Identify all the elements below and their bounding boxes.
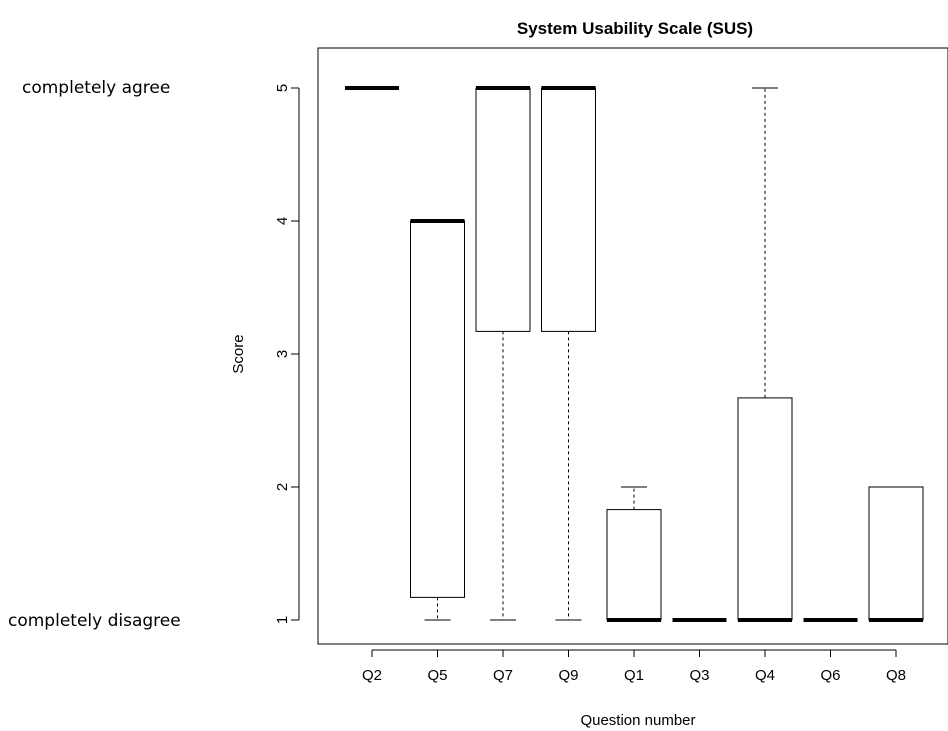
chart-title: System Usability Scale (SUS) xyxy=(517,19,753,38)
annotation-completely-agree: completely agree xyxy=(22,78,170,98)
iqr-box xyxy=(868,486,924,621)
boxes-group xyxy=(345,86,924,622)
y-tick-label: 5 xyxy=(274,84,291,92)
iqr-box xyxy=(410,220,465,598)
y-tick-label: 2 xyxy=(274,483,291,491)
iqr-box xyxy=(541,87,596,332)
x-tick-label-q9: Q9 xyxy=(558,667,578,684)
x-tick-label-q4: Q4 xyxy=(755,667,775,684)
y-tick-label: 1 xyxy=(274,616,291,624)
y-axis: 1 2 3 4 5 xyxy=(274,84,300,624)
x-axis: Q2 Q5 Q7 Q9 Q1 Q3 Q4 Q6 Q8 xyxy=(362,649,906,684)
box-q5 xyxy=(410,219,465,621)
x-tick-label-q5: Q5 xyxy=(427,667,447,684)
box-q4 xyxy=(737,87,793,622)
box-q7 xyxy=(475,86,531,621)
iqr-box xyxy=(475,87,531,332)
x-tick-label-q2: Q2 xyxy=(362,667,382,684)
plot-frame xyxy=(317,47,948,645)
y-tick-label: 4 xyxy=(274,217,291,225)
y-axis-label: Score xyxy=(230,334,247,373)
box-q8 xyxy=(868,486,924,622)
x-axis-label: Question number xyxy=(580,712,695,729)
x-tick-label-q7: Q7 xyxy=(493,667,513,684)
iqr-box xyxy=(606,509,662,621)
box-q9 xyxy=(541,86,596,621)
annotation-completely-disagree: completely disagree xyxy=(8,611,181,631)
x-tick-label-q6: Q6 xyxy=(820,667,840,684)
x-tick-label-q1: Q1 xyxy=(624,667,644,684)
y-tick-label: 3 xyxy=(274,350,291,358)
x-tick-label-q3: Q3 xyxy=(689,667,709,684)
box-q1 xyxy=(606,486,662,622)
iqr-box xyxy=(737,397,793,621)
x-tick-label-q8: Q8 xyxy=(886,667,906,684)
